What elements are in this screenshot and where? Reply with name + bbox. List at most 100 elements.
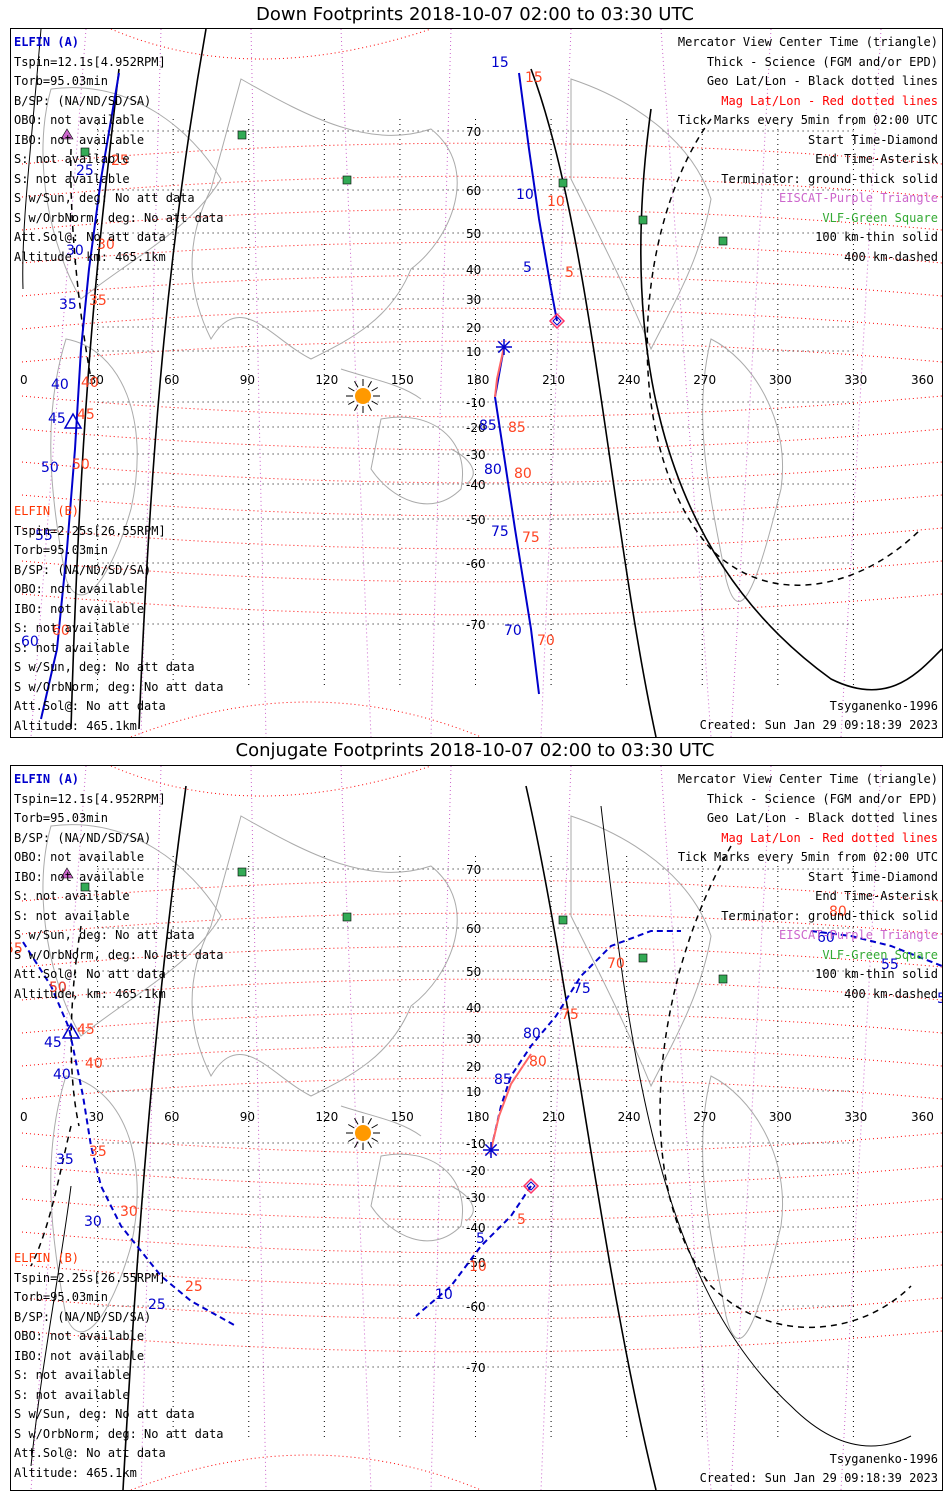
elfin-b-down-track	[40, 72, 120, 720]
sun-ray	[348, 400, 355, 405]
longitude-tick-label: 120	[315, 373, 338, 387]
terminator-400km	[30, 1125, 72, 1267]
bsp-a: B/SP: (NA/ND/SD/SA)	[14, 93, 152, 108]
mag-lat-line	[21, 978, 942, 1001]
track-time-label: 85	[494, 1072, 512, 1088]
track-time-label: 75	[561, 1007, 579, 1023]
coastline	[702, 338, 783, 603]
track-time-label: 40	[85, 1056, 103, 1072]
mag-lon-line	[140, 766, 162, 1490]
track-time-label: 25	[76, 163, 94, 179]
coastline	[191, 815, 458, 1097]
mag-lat-line	[21, 560, 942, 583]
latitude-tick-label: -70	[466, 1361, 486, 1375]
elfin-a-down-track-north	[518, 72, 558, 322]
s1-a: S: not available	[14, 152, 130, 166]
sun-ray	[371, 400, 378, 405]
attsol-a: Att.Sol@: No att data	[14, 230, 166, 244]
sworb-a: S w/OrbNorm, deg: No att data	[14, 210, 224, 225]
longitude-tick-label: 180	[467, 373, 490, 387]
latitude-tick-label: -30	[466, 448, 486, 462]
track-time-label: 70	[537, 633, 555, 649]
sun-ray	[354, 404, 359, 411]
terminator-100km	[30, 1185, 72, 1467]
vlf-station-square	[718, 236, 728, 246]
latitude-tick-label: 20	[466, 321, 481, 335]
longitude-tick-label: 120	[315, 1110, 338, 1124]
track-time-label: 35	[56, 1152, 74, 1168]
track-time-label: 55	[35, 528, 53, 544]
coastline	[450, 448, 474, 485]
track-time-label: 70	[504, 623, 522, 639]
coastline	[570, 78, 712, 351]
s1-b: S: not available	[14, 621, 130, 635]
bsp-b: B/SP: (NA/ND/SD/SA)	[14, 562, 152, 577]
track-time-label: 75	[491, 524, 509, 540]
mag-lat-line	[21, 879, 942, 902]
latitude-tick-label: -20	[466, 1164, 486, 1178]
latitude-tick-label: -40	[466, 478, 486, 492]
track-time-label: 30	[84, 1214, 102, 1230]
latitude-tick-label: -60	[466, 557, 486, 571]
sun-ray	[367, 381, 372, 388]
track-time-label: 80	[829, 904, 847, 920]
vlf-station-square	[638, 215, 648, 225]
longitude-tick-label: 0	[20, 373, 28, 387]
s2-a: S: not available	[14, 908, 130, 923]
torb-a: Torb=95.03min	[14, 811, 108, 825]
track-time-label: 55	[937, 991, 942, 1007]
legend-mag: Mag Lat/Lon - Red dotted lines	[721, 830, 938, 845]
sun-ray	[371, 387, 378, 392]
elfin-b-name: ELFIN (B)	[14, 504, 80, 518]
mag-lon-line	[840, 766, 882, 1490]
terminator-100km	[600, 805, 912, 1447]
track-time-label: 50	[41, 460, 59, 476]
coastline	[340, 368, 422, 400]
track-time-label: 30	[97, 237, 115, 253]
legend-geo: Geo Lat/Lon - Black dotted lines	[706, 811, 938, 825]
track-time-label: 45	[77, 407, 95, 423]
longitude-tick-label: 330	[844, 373, 867, 387]
mag-lat-line	[21, 307, 942, 330]
obo-b: OBO: not available	[14, 1329, 145, 1343]
mag-lat-line	[21, 912, 942, 935]
mag-lat-line	[21, 428, 942, 451]
track-time-label: 75	[522, 530, 540, 546]
legend-vlf: VLF-Green Square	[822, 947, 938, 962]
vlf-station-square	[558, 915, 568, 925]
mag-lat-line	[21, 395, 942, 418]
track-time-label: 85	[508, 420, 526, 436]
sun-ray	[371, 1137, 378, 1142]
vlf-station-square	[237, 867, 247, 877]
coastline	[50, 338, 138, 596]
mag-lat-line	[21, 1077, 942, 1100]
track-time-label: 10	[516, 187, 534, 203]
mag-lat-line	[21, 340, 942, 363]
elfin-a-conjugate-track-south	[415, 1185, 532, 1317]
latitude-tick-label: -70	[466, 618, 486, 632]
legend-terminator: Terminator: ground-thick solid	[721, 171, 938, 186]
attsol-b: Att.Sol@: No att data	[14, 1446, 166, 1460]
longitude-tick-label: 210	[542, 373, 565, 387]
legend-eiscat: EISCAT-Purple Triangle	[779, 928, 938, 942]
elfin-a-science-segment	[490, 1053, 532, 1151]
attsol-b: Att.Sol@: No att data	[14, 699, 166, 713]
panel-title-down: Down Footprints 2018-10-07 02:00 to 03:3…	[256, 4, 694, 25]
obo-a: OBO: not available	[14, 113, 145, 127]
track-time-label: 45	[48, 411, 66, 427]
coastline	[570, 815, 712, 1088]
end-time-asterisk	[483, 1142, 499, 1158]
legend-start: Start Time-Diamond	[807, 132, 938, 147]
track-time-label: 45	[77, 1022, 95, 1038]
latitude-tick-label: 50	[466, 965, 481, 979]
track-time-label: 60	[52, 623, 70, 639]
footprint-tracks	[22, 930, 942, 1327]
vlf-station-square	[718, 974, 728, 984]
legend-start: Start Time-Diamond	[807, 869, 938, 884]
latitude-tick-label: 20	[466, 1060, 481, 1074]
mag-lat-line	[21, 1297, 942, 1320]
terminator-line	[122, 785, 187, 1490]
terminator-100km	[22, 29, 42, 290]
track-time-label: 75	[573, 981, 591, 997]
